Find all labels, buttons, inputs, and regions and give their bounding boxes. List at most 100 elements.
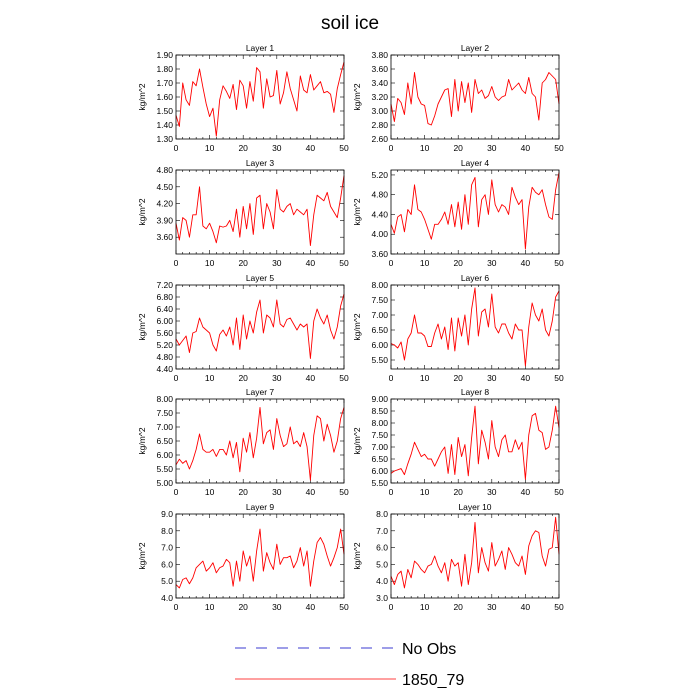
y-tick-label: 1.80 (156, 64, 173, 74)
y-tick-label: 1.70 (156, 78, 173, 88)
panel-frame (390, 284, 560, 370)
x-tick-label: 50 (339, 602, 349, 612)
panel-frame (390, 54, 560, 140)
y-tick-label: 8.00 (156, 394, 173, 404)
y-tick-label: 3.0 (376, 593, 388, 603)
layer-panel-4: Layer 4 kg/m^2 0 10 20 30 40 50 3.60 4.00 4.40 4.80… (352, 158, 564, 268)
x-tick-label: 30 (272, 258, 282, 268)
x-tick-label: 50 (554, 373, 564, 383)
x-tick-label: 30 (487, 487, 497, 497)
y-tick-label: 1.50 (156, 106, 173, 116)
layer-panel-2: Layer 2 kg/m^2 0 10 20 30 40 50 2.60 2.80 3.00 3.20… (352, 43, 564, 153)
legend: No Obs 1850_79 (235, 641, 464, 689)
y-tick-label: 7.0 (161, 543, 173, 553)
layer-panel-6: Layer 6 kg/m^2 0 10 20 30 40 50 5.50 6.00 6.50 7.00… (352, 273, 564, 383)
y-tick-label: 2.80 (371, 120, 388, 130)
x-tick-label: 30 (487, 602, 497, 612)
panel-frame (175, 513, 345, 599)
y-tick-label: 4.0 (376, 576, 388, 586)
x-tick-label: 20 (238, 258, 248, 268)
panels-grid: Layer 1 kg/m^2 0 10 20 30 40 50 1.30 1.40 1.50 1.60… (137, 43, 564, 612)
series-line-1850_79 (390, 405, 560, 480)
y-tick-label: 6.00 (156, 450, 173, 460)
x-tick-label: 40 (306, 602, 316, 612)
x-tick-label: 20 (238, 373, 248, 383)
y-tick-label: 5.50 (156, 464, 173, 474)
y-tick-label: 3.00 (371, 106, 388, 116)
x-tick-label: 10 (205, 258, 215, 268)
layer-panel-1: Layer 1 kg/m^2 0 10 20 30 40 50 1.30 1.40 1.50 1.60… (137, 43, 349, 153)
x-tick-label: 50 (339, 373, 349, 383)
layer-panel-5: Layer 5 kg/m^2 0 10 20 30 40 50 4.40 4.80 5.20 5.60… (137, 273, 349, 383)
x-tick-label: 50 (554, 487, 564, 497)
panel-frame (175, 284, 345, 370)
y-tick-label: 8.00 (371, 418, 388, 428)
panel-frame (175, 54, 345, 140)
x-tick-label: 0 (174, 602, 179, 612)
y-tick-label: 4.80 (371, 190, 388, 200)
y-tick-label: 7.00 (371, 310, 388, 320)
y-axis-label: kg/m^2 (352, 427, 362, 454)
x-tick-label: 30 (272, 487, 282, 497)
x-tick-label: 40 (306, 487, 316, 497)
x-tick-label: 0 (389, 487, 394, 497)
y-tick-label: 7.00 (371, 442, 388, 452)
x-tick-label: 20 (453, 487, 463, 497)
y-tick-label: 1.60 (156, 92, 173, 102)
layer-panel-8: Layer 8 kg/m^2 0 10 20 30 40 50 5.50 6.00 6.50 7.00… (352, 387, 564, 497)
y-tick-label: 3.60 (371, 249, 388, 259)
y-tick-label: 6.50 (156, 436, 173, 446)
y-tick-label: 4.80 (156, 165, 173, 175)
y-tick-label: 2.60 (371, 134, 388, 144)
y-axis-label: kg/m^2 (352, 542, 362, 569)
layer-panel-10: Layer 10 kg/m^2 0 10 20 30 40 50 3.0 4.0 5.0 6.0 7.0… (352, 502, 564, 612)
y-tick-label: 7.50 (371, 295, 388, 305)
x-tick-label: 20 (453, 143, 463, 153)
layer-panel-7: Layer 7 kg/m^2 0 10 20 30 40 50 5.00 5.50 6.00 6.50… (137, 387, 349, 497)
y-tick-label: 5.0 (376, 559, 388, 569)
x-tick-label: 40 (306, 373, 316, 383)
panel-title: Layer 2 (461, 43, 490, 53)
panel-frame (175, 169, 345, 255)
y-tick-label: 1.90 (156, 50, 173, 60)
x-tick-label: 20 (453, 373, 463, 383)
x-tick-label: 20 (238, 602, 248, 612)
x-tick-label: 40 (306, 143, 316, 153)
panel-title: Layer 6 (461, 273, 490, 283)
x-tick-label: 30 (272, 602, 282, 612)
panel-title: Layer 3 (246, 158, 275, 168)
x-tick-label: 30 (487, 258, 497, 268)
y-tick-label: 7.50 (156, 408, 173, 418)
panel-title: Layer 9 (246, 502, 275, 512)
x-tick-label: 30 (487, 373, 497, 383)
panel-title: Layer 5 (246, 273, 275, 283)
x-tick-label: 0 (389, 143, 394, 153)
layer-panel-3: Layer 3 kg/m^2 0 10 20 30 40 50 3.60 3.90 4.20 4.50… (137, 158, 349, 268)
x-tick-label: 10 (420, 373, 430, 383)
x-tick-label: 10 (420, 143, 430, 153)
panel-frame (390, 398, 560, 484)
y-tick-label: 4.40 (156, 364, 173, 374)
x-tick-label: 20 (238, 143, 248, 153)
x-tick-label: 10 (205, 487, 215, 497)
y-tick-label: 4.00 (371, 229, 388, 239)
y-tick-label: 4.0 (161, 593, 173, 603)
series-line-1850_79 (390, 72, 560, 126)
y-tick-label: 5.00 (156, 478, 173, 488)
panel-title: Layer 8 (461, 387, 490, 397)
y-axis-label: kg/m^2 (137, 313, 147, 340)
x-tick-label: 0 (174, 373, 179, 383)
x-tick-label: 50 (554, 143, 564, 153)
x-tick-label: 0 (174, 258, 179, 268)
y-tick-label: 3.90 (156, 215, 173, 225)
y-tick-label: 6.00 (371, 340, 388, 350)
series-line-1850_79 (175, 175, 345, 247)
y-tick-label: 8.0 (376, 509, 388, 519)
y-tick-label: 6.0 (376, 543, 388, 553)
y-tick-label: 5.20 (371, 170, 388, 180)
series-line-1850_79 (390, 172, 560, 250)
series-line-1850_79 (175, 293, 345, 359)
x-tick-label: 20 (453, 258, 463, 268)
y-tick-label: 6.80 (156, 292, 173, 302)
y-axis-label: kg/m^2 (137, 198, 147, 225)
